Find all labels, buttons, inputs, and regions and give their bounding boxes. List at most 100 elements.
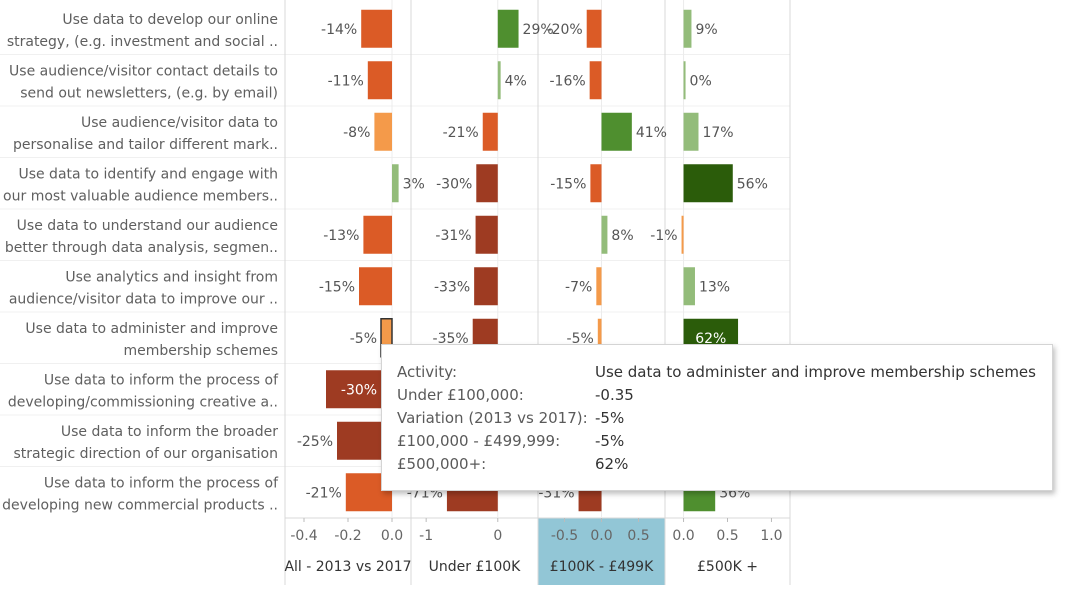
bar [359,267,392,306]
bar [361,9,392,48]
bar [374,112,392,151]
data-label: 56% [737,176,768,192]
data-label: 3% [403,176,425,192]
data-label: -7% [565,279,592,295]
data-label: 62% [695,331,726,347]
data-label: 13% [699,279,730,295]
bar [363,215,392,254]
data-label: -25% [297,434,333,450]
data-label: -14% [321,22,357,38]
bar [475,215,498,254]
category-label: our most valuable audience members.. [3,188,278,204]
data-label: -5% [567,331,594,347]
data-label: 0% [690,73,712,89]
data-label: -21% [443,125,479,141]
data-label: -15% [319,279,355,295]
bar [683,112,699,151]
tooltip-value: -5% [595,432,625,450]
category-label: Use data to inform the process of [44,372,279,388]
tooltip-value: -0.35 [595,386,634,404]
data-label: 4% [505,73,527,89]
bar [590,164,602,203]
bar [601,215,608,254]
panel-title: £500K + [697,559,758,575]
category-label: Use data to develop our online [62,12,278,28]
category-label: personalise and tailor different mark.. [13,137,278,153]
tick-label: -1 [419,528,433,544]
bar [586,9,602,48]
data-label: -15% [550,176,586,192]
tick-label: 1.0 [760,528,782,544]
category-label: membership schemes [123,343,278,359]
tick-label: 0 [493,528,502,544]
tooltip-key: Under £100,000: [397,386,524,404]
bar [482,112,498,151]
category-label: audience/visitor data to improve our .. [9,291,278,307]
category-label: better through data analysis, segmen.. [5,240,278,256]
category-label: Use data to inform the broader [61,424,278,440]
category-label: send out newsletters, (e.g. by email) [20,85,278,101]
tick-label: 0.5 [716,528,738,544]
category-label: Use audience/visitor data to [81,115,278,131]
tick-label: 0.0 [381,528,403,544]
bar [597,318,602,357]
data-label: -30% [436,176,472,192]
category-label: Use data to inform the process of [44,475,279,491]
bar [497,9,519,48]
tick-label: 0.5 [627,528,649,544]
data-label: -31% [435,228,471,244]
category-label: Use data to administer and improve [25,321,278,337]
tooltip-value: Use data to administer and improve membe… [595,363,1036,381]
axis-highlight [538,518,665,585]
bar [367,61,392,100]
data-label: -13% [323,228,359,244]
bar [589,61,602,100]
category-label: Use data to identify and engage with [18,166,278,182]
data-label: 9% [695,22,717,38]
data-label: 41% [636,125,667,141]
category-label: developing/commissioning creative a.. [8,394,278,410]
bar [683,164,733,203]
data-label: -35% [433,331,469,347]
bar [596,267,602,306]
tooltip: Activity: Use data to administer and imp… [381,344,1053,491]
data-label: 17% [702,125,733,141]
bar [683,61,686,100]
data-label: -30% [341,382,377,398]
panel-title: Under £100K [429,559,521,575]
data-label: -21% [306,485,342,501]
data-label: -1% [650,228,677,244]
bar [601,112,632,151]
tick-label: -0.5 [551,528,578,544]
tick-label: 0.0 [672,528,694,544]
tick-label: 0.0 [590,528,612,544]
bar [683,9,692,48]
panel-title: All - 2013 vs 2017 [284,559,411,575]
tooltip-value: 62% [595,455,629,473]
data-label: -11% [328,73,364,89]
tick-label: -0.4 [290,528,317,544]
data-label: 29% [523,22,554,38]
tooltip-key: Variation (2013 vs 2017): [397,409,588,427]
data-label: -33% [434,279,470,295]
bar [681,215,684,254]
category-label: strategy, (e.g. investment and social .. [7,34,278,50]
tick-label: -0.2 [334,528,361,544]
category-label: Use analytics and insight from [65,269,278,285]
bar [497,61,501,100]
tooltip-key: £100,000 - £499,999: [397,432,561,450]
tooltip-key: £500,000+: [397,455,487,473]
bar [474,267,498,306]
bar [683,267,695,306]
data-label: -5% [350,331,377,347]
category-label: Use data to understand our audience [17,218,278,234]
category-label: developing new commercial products .. [2,497,278,513]
tooltip-key: Activity: [397,363,458,381]
data-label: 8% [611,228,633,244]
category-label: Use audience/visitor contact details to [9,63,278,79]
panel-title: £100K - £499K [550,559,654,575]
data-label: -20% [547,22,583,38]
bar [392,164,399,203]
tooltip-value: -5% [595,409,625,427]
category-label: strategic direction of our organisation [13,446,278,462]
